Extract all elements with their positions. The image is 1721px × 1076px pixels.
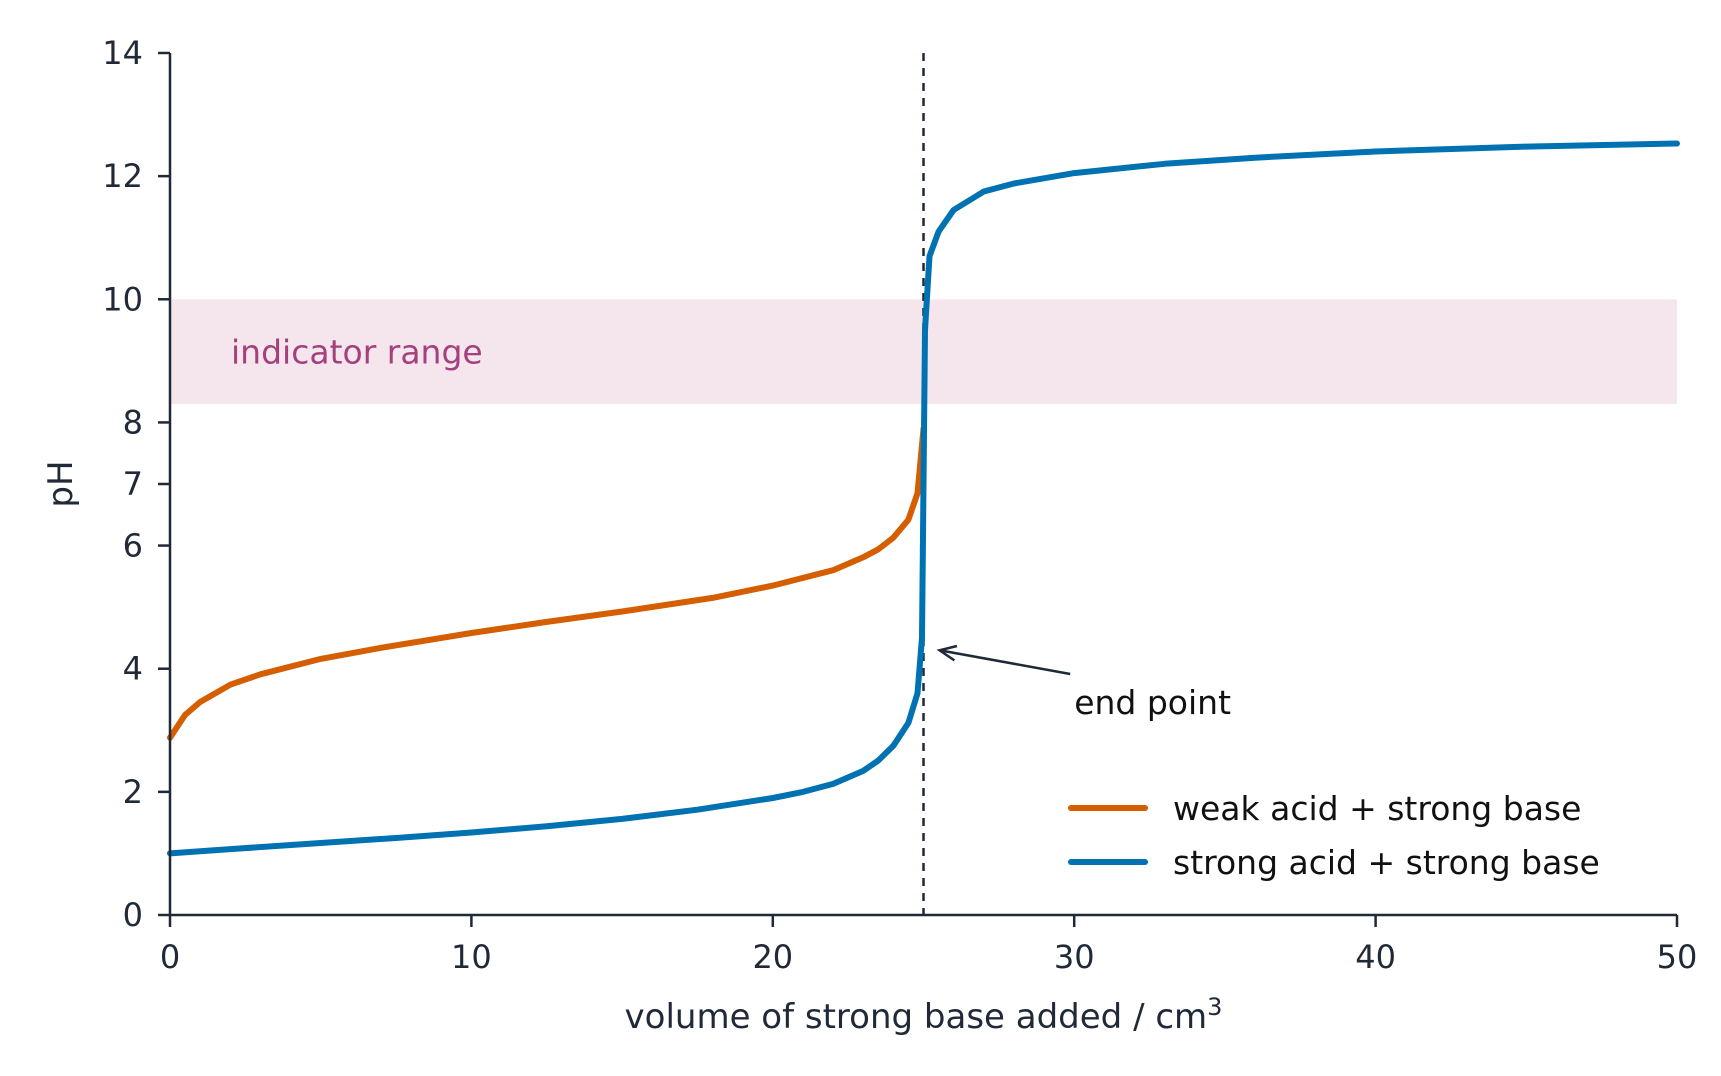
y-axis-label: pH	[41, 460, 81, 507]
x-tick-label: 30	[1054, 938, 1095, 976]
y-tick-label: 7	[123, 465, 143, 503]
x-ticks: 0 10 20 30 40 50	[160, 915, 1698, 976]
y-tick-label: 8	[123, 403, 143, 441]
series-line-strong-acid	[167, 140, 1680, 857]
y-tick-label: 12	[102, 157, 143, 195]
axes: 0 10 20 30 40 50 0 2 4 6 7 8 10 12 14	[102, 34, 1697, 976]
y-tick-label: 6	[123, 527, 143, 565]
x-axis-label-superscript: 3	[1207, 993, 1222, 1021]
y-tick-label: 10	[102, 280, 143, 318]
series-layer	[167, 140, 1680, 857]
x-axis-label-main: volume of strong base added / cm	[625, 997, 1208, 1037]
end-point-annotation: end point	[936, 644, 1231, 722]
y-tick-label: 2	[123, 773, 143, 811]
x-tick-label: 0	[160, 938, 180, 976]
y-tick-label: 14	[102, 34, 143, 72]
end-point-arrow-head	[936, 644, 958, 662]
legend-label: weak acid + strong base	[1173, 789, 1581, 828]
end-point-arrow-line	[939, 649, 1071, 676]
series-line-weak-acid	[167, 425, 927, 741]
end-point-label: end point	[1074, 683, 1231, 722]
legend-label: strong acid + strong base	[1173, 843, 1600, 882]
legend: weak acid + strong base strong acid + str…	[1068, 789, 1600, 882]
x-axis-label: volume of strong base added / cm3	[625, 993, 1223, 1037]
y-tick-label: 0	[123, 896, 143, 934]
x-tick-label: 40	[1355, 938, 1396, 976]
x-tick-label: 10	[451, 938, 492, 976]
indicator-range-label: indicator range	[231, 333, 483, 372]
y-tick-label: 4	[123, 650, 143, 688]
x-tick-label: 50	[1657, 938, 1698, 976]
y-ticks: 0 2 4 6 7 8 10 12 14	[102, 34, 170, 934]
x-tick-label: 20	[752, 938, 793, 976]
